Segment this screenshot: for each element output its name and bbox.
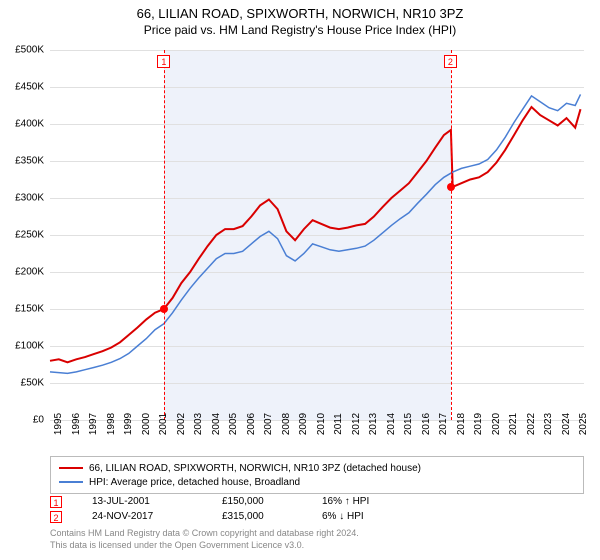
sale-row: 1 13-JUL-2001 £150,000 16% ↑ HPI bbox=[50, 494, 584, 509]
y-axis-label: £250K bbox=[0, 230, 44, 241]
x-axis-label: 2024 bbox=[561, 413, 572, 435]
y-axis-label: £300K bbox=[0, 193, 44, 204]
y-axis-label: £0 bbox=[0, 415, 44, 426]
chart-title-block: 66, LILIAN ROAD, SPIXWORTH, NORWICH, NR1… bbox=[0, 0, 600, 37]
x-axis-label: 2016 bbox=[421, 413, 432, 435]
y-axis-label: £500K bbox=[0, 45, 44, 56]
series-line-hpi bbox=[50, 94, 581, 373]
legend-item: HPI: Average price, detached house, Broa… bbox=[59, 475, 575, 489]
footer-line: This data is licensed under the Open Gov… bbox=[50, 540, 584, 552]
x-axis-label: 1999 bbox=[123, 413, 134, 435]
y-axis-label: £350K bbox=[0, 156, 44, 167]
legend-label: HPI: Average price, detached house, Broa… bbox=[89, 477, 300, 488]
x-axis-label: 1998 bbox=[106, 413, 117, 435]
sale-marker-box: 2 bbox=[444, 55, 457, 68]
sale-marker-dot bbox=[447, 183, 455, 191]
sale-marker-dot bbox=[160, 305, 168, 313]
x-axis-label: 2004 bbox=[211, 413, 222, 435]
sale-date: 24-NOV-2017 bbox=[92, 511, 222, 522]
x-axis-label: 2003 bbox=[193, 413, 204, 435]
legend-label: 66, LILIAN ROAD, SPIXWORTH, NORWICH, NR1… bbox=[89, 463, 421, 474]
sale-marker-line bbox=[164, 50, 165, 420]
x-axis-label: 2008 bbox=[281, 413, 292, 435]
x-axis-label: 2018 bbox=[456, 413, 467, 435]
x-axis-label: 2006 bbox=[246, 413, 257, 435]
x-axis-label: 2012 bbox=[351, 413, 362, 435]
sale-marker-box: 1 bbox=[157, 55, 170, 68]
x-axis-label: 2015 bbox=[403, 413, 414, 435]
x-axis-label: 2002 bbox=[176, 413, 187, 435]
sale-date: 13-JUL-2001 bbox=[92, 496, 222, 507]
legend-item: 66, LILIAN ROAD, SPIXWORTH, NORWICH, NR1… bbox=[59, 461, 575, 475]
y-axis-label: £450K bbox=[0, 82, 44, 93]
x-axis-label: 2014 bbox=[386, 413, 397, 435]
sale-marker-line bbox=[451, 50, 452, 420]
legend-swatch bbox=[59, 481, 83, 483]
sale-row: 2 24-NOV-2017 £315,000 6% ↓ HPI bbox=[50, 509, 584, 524]
x-axis-label: 2022 bbox=[526, 413, 537, 435]
x-axis-label: 1995 bbox=[53, 413, 64, 435]
sale-marker-icon: 2 bbox=[50, 511, 62, 523]
x-axis-label: 2011 bbox=[333, 413, 344, 435]
sales-table: 1 13-JUL-2001 £150,000 16% ↑ HPI 2 24-NO… bbox=[50, 494, 584, 524]
chart-title: 66, LILIAN ROAD, SPIXWORTH, NORWICH, NR1… bbox=[0, 6, 600, 21]
sale-hpi-diff: 16% ↑ HPI bbox=[322, 496, 442, 507]
sale-price: £150,000 bbox=[222, 496, 322, 507]
chart-series-svg bbox=[50, 50, 584, 420]
x-axis-label: 2007 bbox=[263, 413, 274, 435]
footer-line: Contains HM Land Registry data © Crown c… bbox=[50, 528, 584, 540]
chart-subtitle: Price paid vs. HM Land Registry's House … bbox=[0, 23, 600, 37]
series-line-property bbox=[50, 107, 581, 362]
x-axis-label: 2019 bbox=[473, 413, 484, 435]
y-axis-label: £400K bbox=[0, 119, 44, 130]
sale-hpi-diff: 6% ↓ HPI bbox=[322, 511, 442, 522]
x-axis-label: 2021 bbox=[508, 413, 519, 435]
x-axis-label: 1996 bbox=[71, 413, 82, 435]
x-axis-label: 2023 bbox=[543, 413, 554, 435]
sale-price: £315,000 bbox=[222, 511, 322, 522]
x-axis-label: 2001 bbox=[158, 413, 169, 435]
y-axis-label: £150K bbox=[0, 304, 44, 315]
y-axis-label: £200K bbox=[0, 267, 44, 278]
x-axis-label: 2005 bbox=[228, 413, 239, 435]
sale-marker-icon: 1 bbox=[50, 496, 62, 508]
y-axis-label: £50K bbox=[0, 378, 44, 389]
x-axis-label: 2025 bbox=[578, 413, 589, 435]
x-axis-label: 2000 bbox=[141, 413, 152, 435]
chart-plot-area: 12 £0£50K£100K£150K£200K£250K£300K£350K£… bbox=[50, 50, 584, 420]
footer-attribution: Contains HM Land Registry data © Crown c… bbox=[50, 528, 584, 551]
x-axis-label: 2013 bbox=[368, 413, 379, 435]
x-axis-label: 1997 bbox=[88, 413, 99, 435]
legend-swatch bbox=[59, 467, 83, 469]
y-axis-label: £100K bbox=[0, 341, 44, 352]
x-axis-label: 2017 bbox=[438, 413, 449, 435]
legend: 66, LILIAN ROAD, SPIXWORTH, NORWICH, NR1… bbox=[50, 456, 584, 494]
x-axis-label: 2009 bbox=[298, 413, 309, 435]
x-axis-label: 2020 bbox=[491, 413, 502, 435]
x-axis-label: 2010 bbox=[316, 413, 327, 435]
